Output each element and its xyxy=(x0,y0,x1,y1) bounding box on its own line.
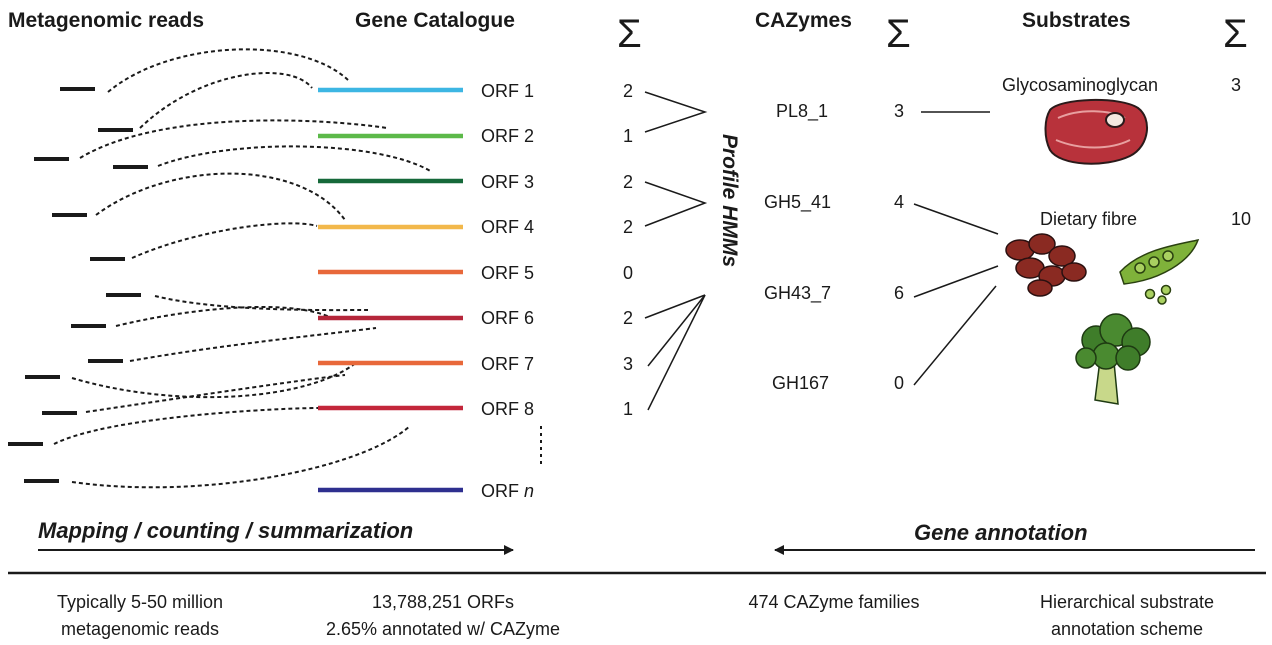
orf-count-6: 2 xyxy=(623,308,633,328)
mapping-curve xyxy=(95,172,346,221)
orf-count-4: 2 xyxy=(623,217,633,237)
footer-substrates-line1: Hierarchical substrate xyxy=(1040,592,1214,612)
hmm-connector-orf6 xyxy=(644,294,706,319)
orf-label-n: ORF n xyxy=(481,481,534,501)
cazyme-name-gh167: GH167 xyxy=(772,373,829,393)
mapping-counting-summarization-label: Mapping / counting / summarization xyxy=(38,518,413,543)
sum-symbol-orfs: Σ xyxy=(617,12,642,56)
hmm-connectors xyxy=(644,91,708,411)
orf-count-3: 2 xyxy=(623,172,633,192)
orf-bars xyxy=(318,87,463,493)
orf-label-6: ORF 6 xyxy=(481,308,534,328)
cazyme-count-gh5-41: 4 xyxy=(894,192,904,212)
header-cazymes: CAZymes xyxy=(755,9,852,32)
footer-notes: Typically 5-50 million metagenomic reads… xyxy=(57,592,1214,639)
orf-count-7: 3 xyxy=(623,354,633,374)
header-metagenomic-reads: Metagenomic reads xyxy=(8,9,204,32)
mapping-curve xyxy=(129,327,377,362)
cazyme-list: PL8_1 3 GH5_41 4 GH43_7 6 GH167 0 xyxy=(764,101,904,393)
footer-substrates-line2: annotation scheme xyxy=(1051,619,1203,639)
mapping-curve xyxy=(107,48,349,93)
orf-label-7: ORF 7 xyxy=(481,354,534,374)
mapping-curve xyxy=(71,361,358,399)
read-mapping-curves xyxy=(53,48,433,489)
header-gene-catalogue: Gene Catalogue xyxy=(355,9,515,32)
hmm-connector-orf7 xyxy=(647,294,706,367)
header-substrates: Substrates xyxy=(1022,9,1131,32)
meat-steak-icon xyxy=(1044,99,1149,165)
footer-cazymes-line1: 474 CAZyme families xyxy=(748,592,919,612)
substrate-name-dietary-fibre: Dietary fibre xyxy=(1040,209,1137,229)
orf-n-prefix: ORF xyxy=(481,481,524,501)
profile-hmms-label: Profile HMMs xyxy=(718,134,741,267)
connector-gh43-7-fibre xyxy=(913,265,999,298)
mapping-curve xyxy=(85,374,346,413)
mapping-curve xyxy=(157,145,433,173)
cazyme-count-pl8-1: 3 xyxy=(894,101,904,121)
orf-label-2: ORF 2 xyxy=(481,126,534,146)
orf-counts: 2 1 2 2 0 2 3 1 xyxy=(623,81,633,419)
orf-count-8: 1 xyxy=(623,399,633,419)
hmm-connector-orf1-2 xyxy=(644,91,708,133)
hmm-connector-orf3-4 xyxy=(644,181,708,227)
footer-catalogue-line2: 2.65% annotated w/ CAZyme xyxy=(326,619,560,639)
mapping-curve xyxy=(131,222,318,259)
cazyme-count-gh167: 0 xyxy=(894,373,904,393)
orf-count-1: 2 xyxy=(623,81,633,101)
mapping-curve xyxy=(154,295,369,312)
sum-symbol-cazymes: Σ xyxy=(886,12,911,56)
sum-symbol-substrates: Σ xyxy=(1223,12,1248,56)
mapping-curve xyxy=(71,425,411,489)
cazyme-name-pl8-1: PL8_1 xyxy=(776,101,828,122)
mapping-curve xyxy=(139,72,313,129)
footer-catalogue-line1: 13,788,251 ORFs xyxy=(372,592,514,612)
hmm-connector-orf8 xyxy=(647,294,706,411)
mapping-curve xyxy=(79,119,388,159)
substrate-name-glycosaminoglycan: Glycosaminoglycan xyxy=(1002,75,1158,95)
mapping-curve xyxy=(53,407,321,445)
substrate-count-glycosaminoglycan: 3 xyxy=(1231,75,1241,95)
orf-label-3: ORF 3 xyxy=(481,172,534,192)
substrate-connectors xyxy=(913,111,999,386)
orf-count-2: 1 xyxy=(623,126,633,146)
cazyme-name-gh5-41: GH5_41 xyxy=(764,192,831,213)
kidney-beans-icon xyxy=(1005,233,1087,297)
substrate-count-dietary-fibre: 10 xyxy=(1231,209,1251,229)
orf-label-5: ORF 5 xyxy=(481,263,534,283)
orf-count-5: 0 xyxy=(623,263,633,283)
connector-gh167-fibre xyxy=(913,285,997,386)
pea-pod-icon xyxy=(1119,238,1200,305)
broccoli-icon xyxy=(1075,313,1151,405)
gene-annotation-label: Gene annotation xyxy=(914,520,1088,545)
footer-reads-line2: metagenomic reads xyxy=(61,619,219,639)
connector-gh5-41-fibre xyxy=(913,203,999,235)
orf-label-8: ORF 8 xyxy=(481,399,534,419)
mapping-curve xyxy=(115,305,333,327)
orf-labels: ORF 1 ORF 2 ORF 3 ORF 4 ORF 5 ORF 6 ORF … xyxy=(481,81,542,501)
orf-n-suffix: n xyxy=(524,481,534,501)
cazyme-count-gh43-7: 6 xyxy=(894,283,904,303)
orf-label-1: ORF 1 xyxy=(481,81,534,101)
orf-label-4: ORF 4 xyxy=(481,217,534,237)
metagenomic-reads xyxy=(8,87,148,483)
cazyme-name-gh43-7: GH43_7 xyxy=(764,283,831,304)
footer-reads-line1: Typically 5-50 million xyxy=(57,592,223,612)
